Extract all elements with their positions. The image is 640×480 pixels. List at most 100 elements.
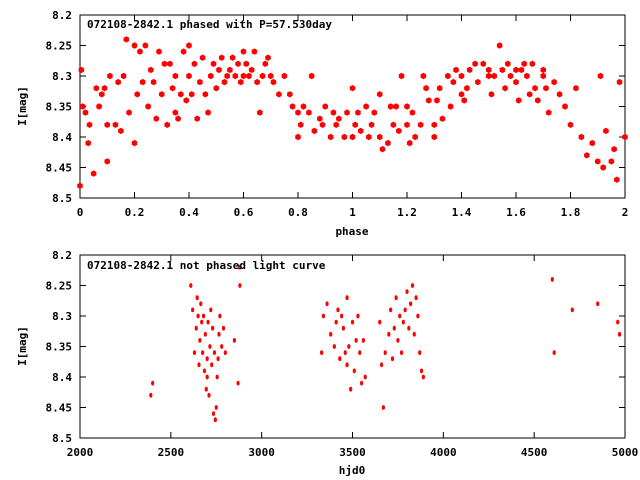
unphased-data-point <box>203 331 207 337</box>
phased-data-point <box>300 103 307 110</box>
phased-y-tick-label: 8.25 <box>46 40 73 53</box>
unphased-data-point <box>221 325 226 331</box>
phased-data-point <box>178 91 184 98</box>
phased-data-point <box>417 121 424 128</box>
phased-data-point <box>439 115 446 122</box>
phased-data-point <box>496 42 503 49</box>
phased-data-point <box>158 91 165 98</box>
phased-data-point <box>551 78 557 86</box>
phased-x-tick-label: 0.2 <box>125 206 145 219</box>
phased-data-point <box>240 72 247 80</box>
phased-light-curve-panel: 0 0.2 0.4 0.6 0.8 1 1.2 1.4 1.6 1.8 2 8.2 8.25 8.3 8.3… <box>16 9 628 238</box>
unphased-data-point <box>192 350 197 355</box>
phased-data-point <box>235 60 241 67</box>
unphased-data-point <box>202 368 207 374</box>
unphased-data-point <box>416 313 420 319</box>
unphased-data-point <box>396 338 400 343</box>
phased-data-point <box>197 78 203 86</box>
unphased-data-point <box>405 289 409 294</box>
unphased-data-points <box>149 264 622 423</box>
phased-data-point <box>352 121 358 128</box>
phased-data-point <box>404 121 410 128</box>
unphased-data-point <box>220 344 224 349</box>
unphased-y-tick-label: 8.35 <box>46 341 73 354</box>
unphased-data-point <box>401 319 405 325</box>
unphased-data-point <box>199 301 203 307</box>
phased-data-point <box>535 97 541 104</box>
phased-data-point <box>461 97 467 104</box>
unphased-data-point <box>210 362 214 368</box>
phased-data-point <box>376 133 383 141</box>
unphased-data-point <box>552 350 556 355</box>
phased-data-point <box>131 139 138 147</box>
phased-data-point <box>499 66 506 74</box>
phased-x-tick-label: 0.4 <box>179 206 199 219</box>
phased-data-point <box>436 85 443 92</box>
phased-data-point <box>543 85 549 92</box>
phased-x-tick-label: 1.4 <box>452 206 472 219</box>
unphased-data-point <box>218 313 222 319</box>
unphased-data-point <box>570 307 574 313</box>
phased-data-point <box>259 72 266 80</box>
unphased-data-point <box>340 313 344 319</box>
phased-data-point <box>368 121 375 128</box>
phased-x-tick-label: 0.6 <box>234 206 254 219</box>
phased-data-point <box>175 115 181 122</box>
unphased-data-point <box>345 362 349 368</box>
unphased-data-point <box>320 350 324 355</box>
unphased-data-point <box>392 325 396 331</box>
phased-data-point <box>578 133 585 141</box>
unphased-data-point <box>399 350 404 355</box>
unphased-data-point <box>410 283 415 288</box>
phased-data-point <box>240 48 247 55</box>
phased-data-point <box>562 103 568 110</box>
phased-data-point <box>281 72 288 80</box>
phased-data-point <box>458 72 465 80</box>
phased-data-point <box>540 66 547 74</box>
phased-data-point <box>488 91 495 98</box>
unphased-data-point <box>336 307 340 313</box>
phased-data-point <box>90 170 97 177</box>
phased-data-point <box>210 60 217 67</box>
phased-data-point <box>319 121 326 128</box>
unphased-data-point <box>383 350 387 355</box>
phased-data-point <box>306 109 312 116</box>
phased-data-point <box>96 103 102 110</box>
phased-data-point <box>379 146 386 153</box>
phased-data-point <box>505 60 511 67</box>
phased-data-point <box>232 72 239 80</box>
phased-data-point <box>409 109 416 116</box>
phased-data-point <box>254 78 260 86</box>
phased-data-point <box>77 182 83 189</box>
phased-data-point <box>202 91 209 98</box>
phased-axis-ticks: 0 0.2 0.4 0.6 0.8 1 1.2 1.4 1.6 1.8 2 8.2 8.25 8.3 8.3… <box>46 9 629 219</box>
unphased-data-point <box>201 313 206 319</box>
unphased-data-point <box>207 392 211 398</box>
phased-data-point <box>82 109 89 116</box>
phased-data-point <box>330 109 337 116</box>
phased-data-point <box>600 164 606 171</box>
unphased-y-tick-label: 8.5 <box>52 432 72 445</box>
phased-x-tick-label: 1.8 <box>561 206 581 219</box>
phased-data-point <box>295 133 301 141</box>
unphased-data-point <box>198 338 202 343</box>
phased-data-point <box>466 66 473 74</box>
phased-data-point <box>472 60 478 67</box>
unphased-y-tick-label: 8.45 <box>46 402 73 415</box>
phased-data-point <box>556 91 563 98</box>
unphased-x-tick-label: 3500 <box>339 446 366 459</box>
unphased-data-point <box>412 331 416 337</box>
unphased-data-point <box>205 356 209 362</box>
phased-data-point <box>221 78 228 86</box>
unphased-data-point <box>414 295 418 301</box>
phased-data-point <box>524 72 530 80</box>
phased-data-point <box>366 133 372 141</box>
unphased-data-point <box>214 405 218 410</box>
phased-data-point <box>513 66 519 74</box>
unphased-data-point <box>329 331 333 337</box>
unphased-data-point <box>381 405 385 410</box>
unphased-data-point <box>205 374 209 380</box>
unphased-data-point <box>338 356 342 362</box>
unphased-data-point <box>345 295 349 301</box>
